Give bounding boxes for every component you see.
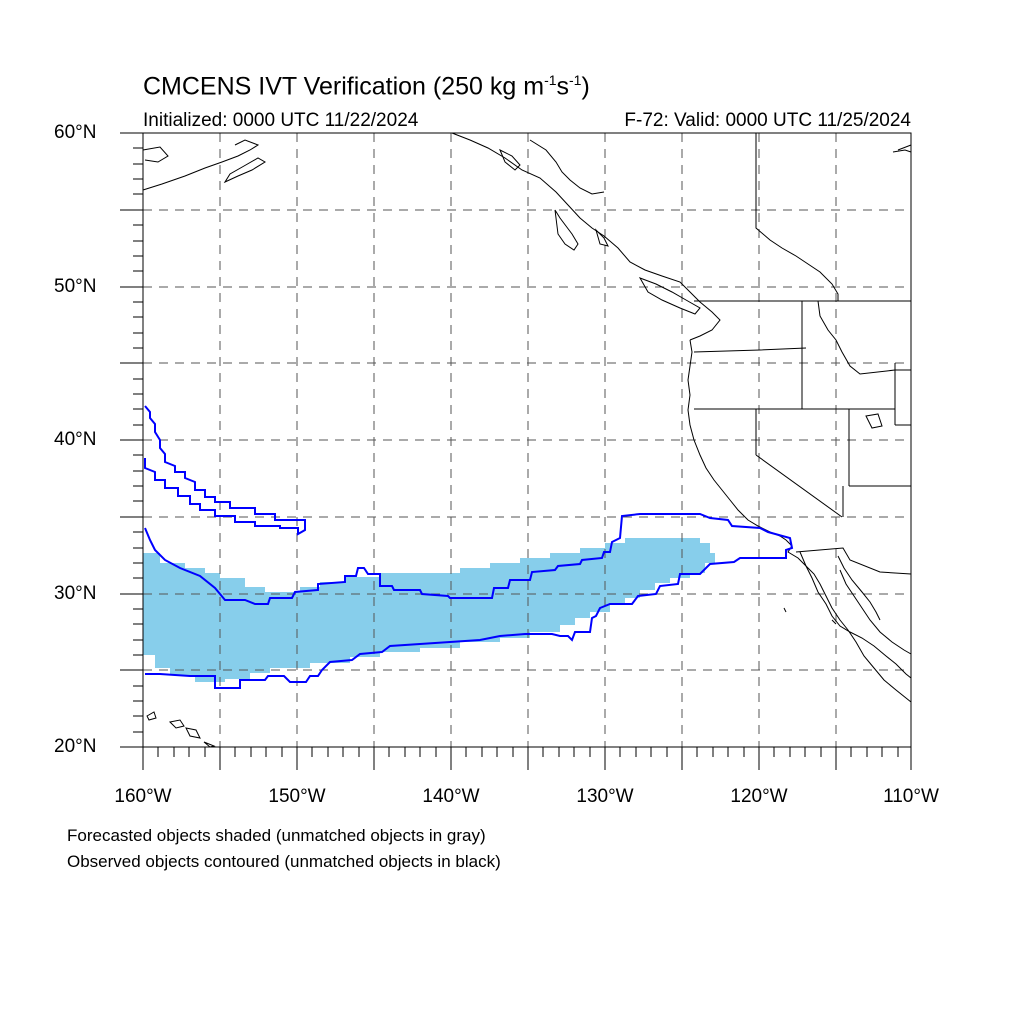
lat-label-30n: 30°N — [54, 583, 97, 604]
observed-object-north — [144, 405, 306, 536]
valid-time-label: F-72: Valid: 0000 UTC 11/25/2024 — [624, 110, 911, 131]
grid-lines — [143, 133, 911, 747]
footer-observed-note: Observed objects contoured (unmatched ob… — [67, 852, 501, 871]
initialized-label: Initialized: 0000 UTC 11/22/2024 — [143, 110, 419, 131]
lat-label-60n: 60°N — [54, 122, 97, 143]
forecast-object — [143, 538, 715, 682]
plot-title: CMCENS IVT Verification (250 kg m-1s-1) — [143, 72, 590, 101]
lat-label-40n: 40°N — [54, 429, 97, 450]
lon-label-120w: 120°W — [730, 786, 788, 807]
lon-label-150w: 150°W — [268, 786, 326, 807]
lon-label-130w: 130°W — [576, 786, 634, 807]
footer-forecast-note: Forecasted objects shaded (unmatched obj… — [67, 826, 486, 845]
lat-label-20n: 20°N — [54, 736, 97, 757]
lon-label-140w: 140°W — [422, 786, 480, 807]
observed-contours — [144, 405, 794, 689]
lon-label-110w: 110°W — [883, 786, 939, 807]
tick-marks — [120, 132, 912, 770]
lon-label-160w: 160°W — [114, 786, 172, 807]
observed-object-main — [144, 513, 794, 689]
lat-label-50n: 50°N — [54, 276, 97, 297]
coastlines — [142, 132, 912, 748]
